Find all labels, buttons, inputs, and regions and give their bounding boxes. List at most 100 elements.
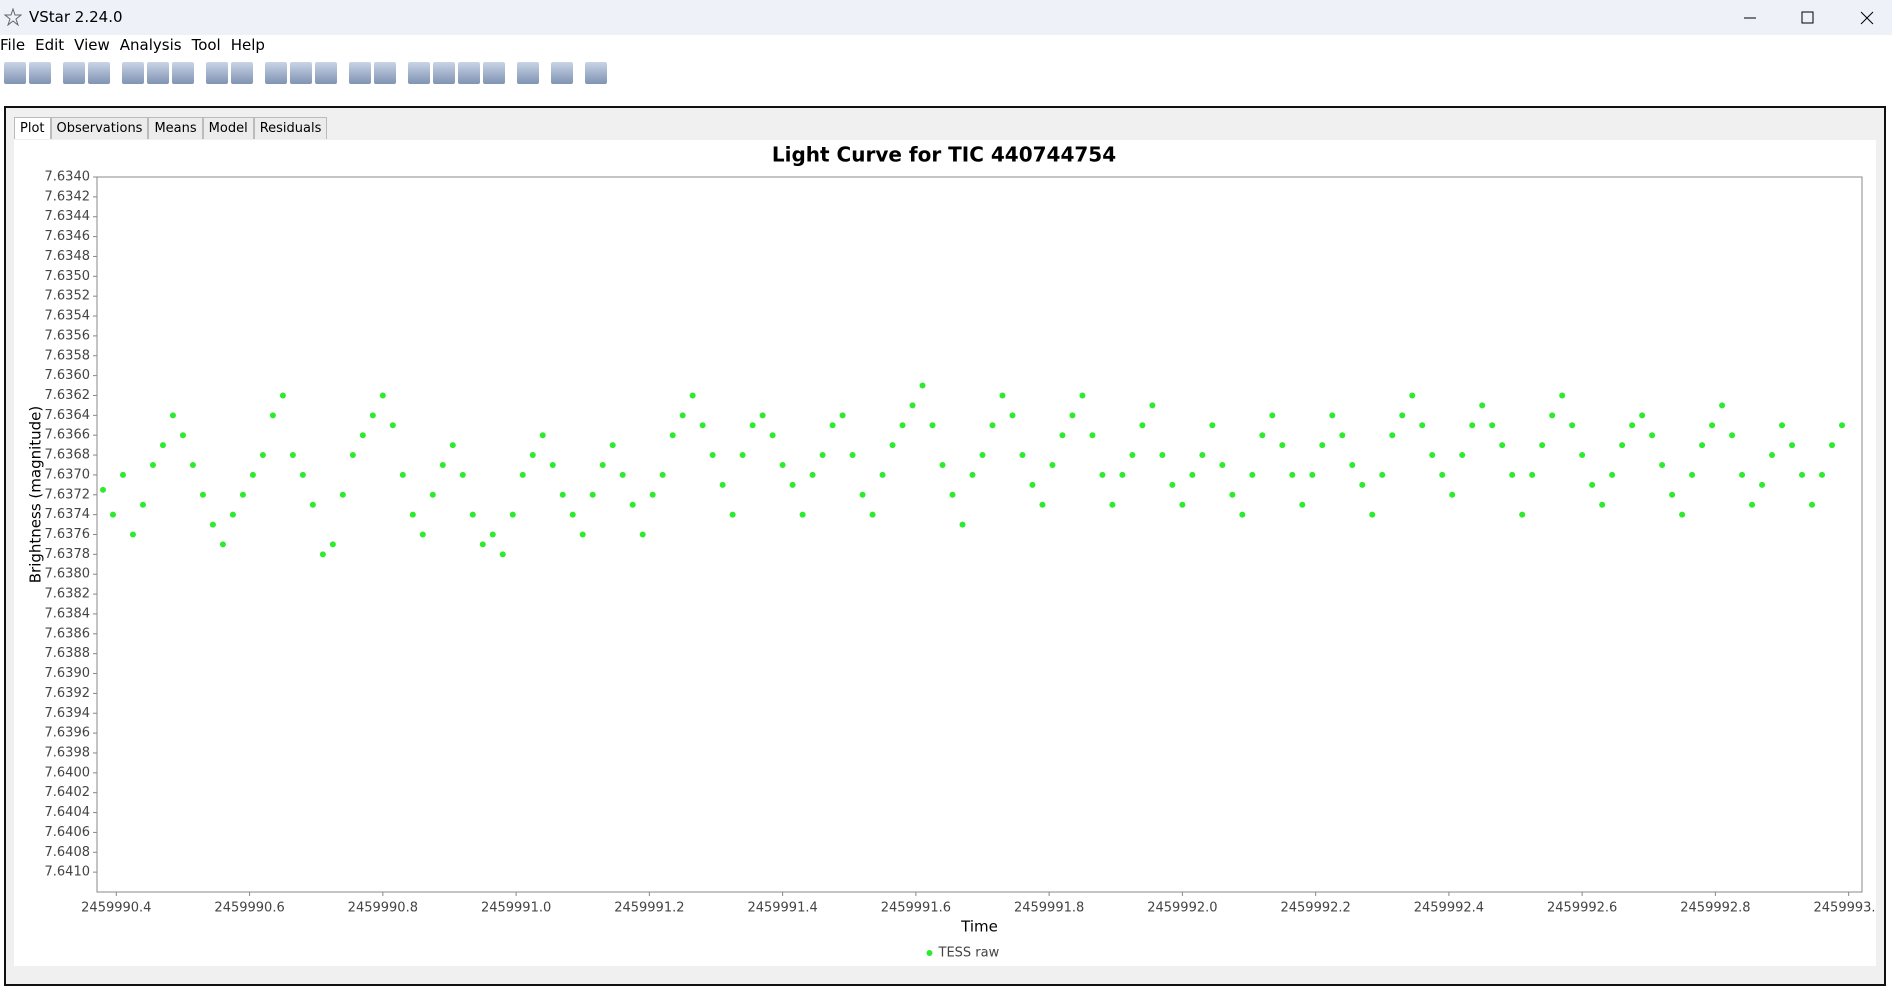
data-point [499, 551, 506, 558]
data-point [1239, 511, 1246, 518]
data-point [949, 491, 956, 498]
y-tick-label: 7.6396 [45, 726, 91, 741]
menu-item[interactable]: File [0, 36, 26, 54]
close[interactable] [1860, 11, 1874, 25]
data-point [1169, 481, 1176, 488]
data-point [359, 432, 366, 439]
toolbar-button[interactable] [122, 62, 144, 84]
data-point [1259, 432, 1266, 439]
data-point [289, 452, 296, 459]
data-point [689, 392, 696, 399]
data-point [769, 432, 776, 439]
y-tick-label: 7.6342 [45, 189, 91, 204]
toolbar-button[interactable] [483, 62, 505, 84]
toolbar-button[interactable] [585, 62, 607, 84]
menu-item[interactable]: Edit [35, 36, 65, 54]
data-point [1359, 481, 1366, 488]
data-point [1399, 412, 1406, 419]
toolbar-button[interactable] [433, 62, 455, 84]
toolbar-gap [542, 62, 548, 88]
data-point [1689, 471, 1696, 478]
data-point [149, 461, 156, 468]
toolbar-button[interactable] [231, 62, 253, 84]
toolbar-button[interactable] [29, 62, 51, 84]
toolbar-button[interactable] [206, 62, 228, 84]
toolbar-button[interactable] [315, 62, 337, 84]
data-point [169, 412, 176, 419]
data-point [1039, 501, 1046, 508]
tab[interactable]: Plot [14, 117, 51, 139]
toolbar-button[interactable] [551, 62, 573, 84]
y-tick-label: 7.6352 [45, 289, 91, 304]
x-tick-label: 2459992.0 [1147, 901, 1217, 916]
toolbar-button[interactable] [147, 62, 169, 84]
data-point [619, 471, 626, 478]
toolbar-button[interactable] [172, 62, 194, 84]
data-point [1159, 452, 1166, 459]
toolbar-button[interactable] [4, 62, 26, 84]
data-point [1069, 412, 1076, 419]
y-tick-label: 7.6340 [45, 170, 91, 185]
data-point [439, 461, 446, 468]
y-axis-title: Brightness (magnitude) [27, 406, 45, 584]
data-point [1649, 432, 1656, 439]
toolbar-gap [576, 62, 582, 88]
x-tick-label: 2459990.4 [81, 901, 151, 916]
data-point [969, 471, 976, 478]
data-point [1079, 392, 1086, 399]
data-point [1149, 402, 1156, 409]
tab[interactable]: Means [148, 117, 203, 139]
data-point [369, 412, 376, 419]
data-point [1809, 501, 1816, 508]
data-point [239, 491, 246, 498]
y-tick-label: 7.6406 [45, 825, 91, 840]
y-tick-label: 7.6358 [45, 348, 91, 363]
data-point [909, 402, 916, 409]
toolbar-button[interactable] [458, 62, 480, 84]
window-controls[interactable] [1730, 6, 1890, 30]
menu-item[interactable]: Tool [191, 36, 221, 54]
toolbar-button[interactable] [290, 62, 312, 84]
y-tick-label: 7.6386 [45, 626, 91, 641]
toolbar-gap [113, 62, 119, 88]
y-tick-label: 7.6390 [45, 666, 91, 681]
data-point [819, 452, 826, 459]
data-point [1759, 481, 1766, 488]
toolbar-button[interactable] [374, 62, 396, 84]
data-point [699, 422, 706, 429]
toolbar-button[interactable] [408, 62, 430, 84]
title-bar: VStar 2.24.0 [0, 0, 1892, 35]
data-point [519, 471, 526, 478]
maximize[interactable] [1801, 11, 1814, 24]
data-point [549, 461, 556, 468]
data-point [1569, 422, 1576, 429]
tab[interactable]: Observations [50, 117, 149, 139]
data-point [1839, 422, 1846, 429]
y-tick-label: 7.6350 [45, 269, 91, 284]
data-point [489, 531, 496, 538]
data-point [1669, 491, 1676, 498]
data-point [1489, 422, 1496, 429]
menu-item[interactable]: View [74, 36, 110, 54]
tab[interactable]: Model [202, 117, 254, 139]
toolbar-button[interactable] [349, 62, 371, 84]
data-point [539, 432, 546, 439]
tab[interactable]: Residuals [253, 117, 328, 139]
data-point [649, 491, 656, 498]
data-point [1829, 442, 1836, 449]
toolbar-button[interactable] [517, 62, 539, 84]
data-point [1329, 412, 1336, 419]
toolbar-button[interactable] [63, 62, 85, 84]
app-icon [4, 8, 22, 26]
menu-item[interactable]: Help [230, 36, 265, 54]
y-tick-label: 7.6348 [45, 249, 91, 264]
data-point [339, 491, 346, 498]
toolbar-button[interactable] [265, 62, 287, 84]
plot-area [96, 176, 1863, 893]
data-point [789, 481, 796, 488]
toolbar-button[interactable] [88, 62, 110, 84]
y-tick-label: 7.6354 [45, 309, 91, 324]
y-tick-label: 7.6378 [45, 547, 91, 562]
menu-item[interactable]: Analysis [119, 36, 182, 54]
data-point [709, 452, 716, 459]
